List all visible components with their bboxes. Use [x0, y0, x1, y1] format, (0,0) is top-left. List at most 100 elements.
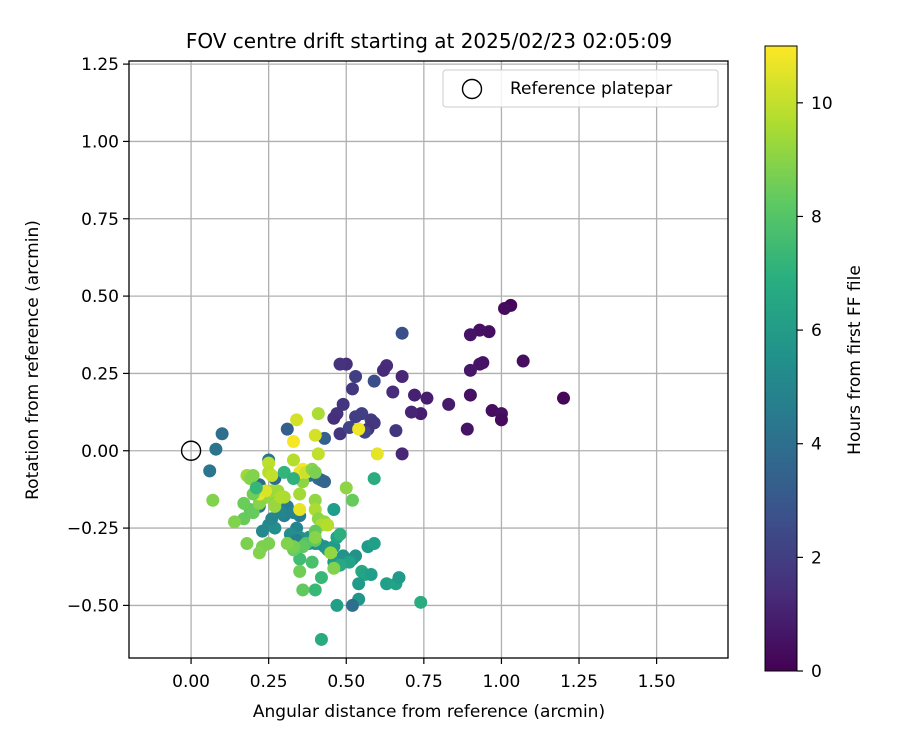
- data-point: [280, 537, 294, 551]
- data-point: [293, 564, 307, 578]
- y-tick-label: 0.50: [81, 287, 119, 307]
- data-point: [318, 475, 332, 489]
- data-point: [364, 567, 378, 581]
- colorbar-gradient: [764, 45, 798, 672]
- data-point: [370, 447, 384, 461]
- data-point: [249, 481, 263, 495]
- colorbar-label: Hours from first FF file: [845, 265, 865, 455]
- x-axis-label: Angular distance from reference (arcmin): [253, 702, 605, 722]
- data-point: [286, 453, 300, 467]
- data-point: [308, 583, 322, 597]
- data-point: [308, 465, 322, 479]
- y-axis-ticks: −0.50 −0.25 0.00 0.25 0.50 0.75 1.00 1.25: [67, 55, 129, 616]
- data-point: [376, 363, 390, 377]
- data-point: [308, 493, 322, 507]
- legend-box: [442, 69, 719, 108]
- reference-platepar-marker: [180, 440, 202, 461]
- data-point: [252, 496, 266, 510]
- data-point: [367, 472, 381, 486]
- data-point: [321, 518, 335, 532]
- data-point: [296, 583, 310, 597]
- data-point: [293, 487, 307, 501]
- data-point: [404, 405, 418, 419]
- x-tick-label: 0.25: [250, 672, 288, 692]
- data-point: [286, 434, 300, 448]
- colorbar-tick-label: 0: [811, 662, 822, 682]
- data-point: [408, 388, 422, 402]
- data-point: [386, 385, 400, 399]
- data-point: [463, 363, 477, 377]
- data-point: [262, 456, 276, 470]
- data-point: [308, 428, 322, 442]
- data-point: [240, 537, 254, 551]
- data-point: [367, 374, 381, 388]
- data-point: [333, 527, 347, 541]
- data-point: [228, 515, 242, 529]
- y-tick-label: 1.25: [81, 55, 119, 75]
- data-point: [265, 512, 279, 526]
- y-tick-label: 0.00: [81, 442, 119, 462]
- data-point: [367, 537, 381, 551]
- data-point: [516, 354, 530, 368]
- y-tick-label: 1.00: [81, 132, 119, 152]
- data-point: [333, 357, 347, 371]
- data-point: [392, 571, 406, 585]
- data-point: [333, 427, 347, 441]
- data-points: [203, 298, 571, 646]
- data-point: [498, 301, 512, 315]
- data-point: [268, 499, 282, 513]
- data-point: [209, 442, 223, 456]
- legend-entry-reference: Reference platepar: [510, 79, 672, 99]
- data-point: [473, 357, 487, 371]
- data-point: [265, 468, 279, 482]
- chart-title: FOV centre drift starting at 2025/02/23 …: [186, 29, 672, 53]
- data-point: [339, 481, 353, 495]
- data-point: [255, 524, 269, 538]
- data-point: [442, 397, 456, 411]
- grid-lines: [129, 61, 728, 658]
- data-point: [352, 577, 366, 591]
- data-point: [494, 413, 508, 427]
- x-tick-label: 0.00: [172, 672, 210, 692]
- data-point: [420, 391, 434, 405]
- y-axis-label: Rotation from reference (arcmin): [23, 220, 43, 500]
- x-axis-ticks: 0.00 0.25 0.50 0.75 1.00 1.25 1.50: [172, 658, 676, 692]
- y-tick-label: 0.75: [81, 210, 119, 230]
- data-point: [293, 503, 307, 517]
- data-point: [237, 496, 251, 510]
- data-point: [327, 411, 341, 425]
- colorbar: 0 2 4 6 8 10 Hours from first FF file: [764, 45, 865, 682]
- colorbar-ticks: 0 2 4 6 8 10: [797, 94, 833, 682]
- data-point: [314, 571, 328, 585]
- x-tick-label: 0.50: [327, 672, 365, 692]
- data-point: [206, 493, 220, 507]
- data-point: [460, 422, 474, 436]
- data-point: [380, 577, 394, 591]
- data-point: [324, 546, 338, 560]
- data-point: [389, 424, 403, 438]
- data-point: [557, 391, 571, 405]
- data-point: [349, 410, 363, 424]
- data-point: [274, 490, 288, 504]
- x-tick-label: 1.00: [483, 672, 521, 692]
- colorbar-tick-label: 6: [811, 321, 822, 341]
- y-tick-label: −0.50: [67, 596, 119, 616]
- data-point: [395, 447, 409, 461]
- data-point: [246, 506, 260, 520]
- legend: Reference platepar: [442, 69, 719, 108]
- data-point: [414, 595, 428, 609]
- data-point: [395, 326, 409, 340]
- x-tick-label: 1.50: [638, 672, 676, 692]
- data-point: [305, 555, 319, 569]
- colorbar-tick-label: 8: [811, 207, 822, 227]
- data-point: [311, 407, 325, 421]
- data-point: [395, 370, 409, 384]
- legend-marker-icon: [461, 78, 483, 100]
- data-point: [345, 598, 359, 612]
- data-point: [327, 503, 341, 517]
- y-tick-label: 0.25: [81, 364, 119, 384]
- data-point: [203, 464, 217, 478]
- data-point: [349, 370, 363, 384]
- data-point: [311, 447, 325, 461]
